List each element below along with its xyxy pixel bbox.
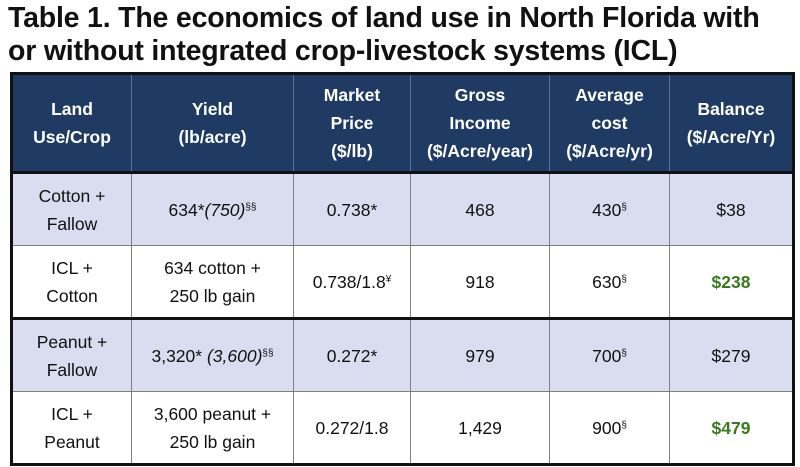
gross-cell: 918 [410,245,550,320]
price-cell: 0.272/1.8 [293,391,411,465]
cost-cell: 700§ [549,318,670,392]
cost-cell: 900§ [549,391,670,465]
table-title: Table 1. The economics of land use in No… [8,2,798,68]
price-cell: 0.738* [293,172,411,246]
header-balance: Balance ($/Acre/Yr) [669,73,794,173]
title-line-2: or without integrated crop-livestock sys… [8,35,678,67]
crop-cell: Peanut + Fallow [11,318,132,392]
price-cell: 0.738/1.8¥ [293,245,411,320]
crop-cell: ICL + Peanut [11,391,132,465]
header-row: Land Use/Crop Yield (lb/acre) Market Price(… [11,73,794,173]
title-line-1: Table 1. The economics of land use in No… [8,2,760,34]
header-average-cost: Average cost ($/Acre/yr) [549,73,670,173]
header-land-use-crop: Land Use/Crop [11,73,132,173]
gross-cell: 979 [410,318,550,392]
yield-cell: 3,320* (3,600)§§ [131,318,294,392]
economics-table: Land Use/Crop Yield (lb/acre) Market Price(… [10,72,795,466]
header-yield: Yield (lb/acre) [131,73,294,173]
yield-cell: 634*(750)§§ [131,172,294,246]
header-gross-income: Gross Income ($/Acre/year) [410,73,550,173]
cost-cell: 430§ [549,172,670,246]
balance-cell: $479 [669,391,794,465]
balance-cell: $38 [669,172,794,246]
yield-cell: 634 cotton +250 lb gain [131,245,294,320]
gross-cell: 1,429 [410,391,550,465]
yield-cell: 3,600 peanut +250 lb gain [131,391,294,465]
table-row: ICL + Peanut 3,600 peanut +250 lb gain 0.… [11,391,794,465]
gross-cell: 468 [410,172,550,246]
header-market-price: Market Price ($/lb) [293,73,411,173]
table-row: Peanut + Fallow 3,320* (3,600)§§ 0.272* 9… [11,318,794,392]
price-cell: 0.272* [293,318,411,392]
balance-cell: $279 [669,318,794,392]
table-row: ICL + Cotton 634 cotton +250 lb gain 0.73… [11,245,794,320]
crop-cell: ICL + Cotton [11,245,132,320]
crop-cell: Cotton + Fallow [11,172,132,246]
balance-cell: $238 [669,245,794,320]
table-row: Cotton + Fallow 634*(750)§§ 0.738* 468 43… [11,172,794,246]
cost-cell: 630§ [549,245,670,320]
